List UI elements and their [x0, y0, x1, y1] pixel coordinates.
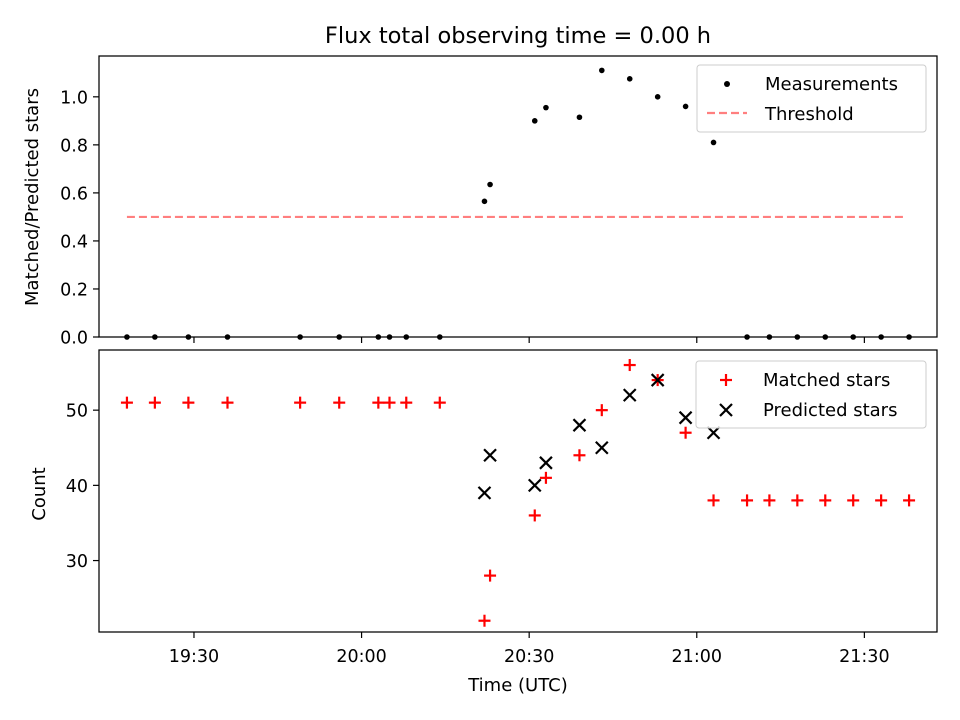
matched-stars-point	[819, 494, 832, 507]
y-tick-label: 0.4	[60, 232, 88, 252]
matched-stars-point	[400, 396, 413, 409]
legend-predicted-glyph-b	[719, 403, 733, 417]
measurements-point	[654, 94, 661, 100]
top-legend-box	[696, 64, 927, 133]
x-tick-label: 19:30	[169, 647, 219, 667]
predicted-stars-point-b	[706, 425, 721, 440]
x-tick-label: 21:30	[839, 647, 889, 667]
predicted-stars-point	[706, 425, 721, 440]
matched-stars-point	[484, 569, 497, 582]
matched-stars-point	[595, 404, 608, 417]
predicted-stars-point	[622, 388, 637, 402]
matched-stars-point	[372, 396, 385, 409]
legend-threshold-label: Threshold	[764, 104, 854, 125]
matched-stars-point	[791, 494, 804, 507]
bottom-y-axis-label: Count	[29, 467, 50, 520]
matched-stars-point	[433, 396, 446, 409]
matched-stars-point	[120, 396, 133, 409]
legend-measurements-marker	[724, 81, 730, 87]
measurements-point	[682, 103, 689, 110]
predicted-stars-point	[483, 448, 497, 463]
bottom-x-axis-label: Time (UTC)	[467, 675, 568, 696]
matched-stars-point	[383, 396, 396, 409]
top-y-axis-label: Matched/Predicted stars	[22, 88, 43, 306]
top-chart-title: Flux total observing time = 0.00 h	[325, 23, 711, 49]
bottom-legend-box	[695, 360, 927, 429]
y-tick-label: 50	[66, 402, 88, 422]
matched-stars-point	[333, 396, 346, 409]
matched-stars-point	[539, 471, 552, 484]
bottom-x-ticks: 19:30 20:00 20:30 21:00 21:30	[169, 632, 890, 667]
bottom-panel: 30 40 50 19:30 20:00 20:30 21:00 21:30 Count T…	[29, 349, 938, 696]
predicted-stars-point-b	[483, 448, 497, 463]
matched-stars-point	[221, 396, 234, 409]
top-y-ticks: 0.0 0.2 0.4 0.6 0.8 1.0	[60, 88, 99, 349]
predicted-stars-point	[539, 456, 553, 470]
predicted-stars-point	[572, 418, 587, 432]
measurements-point	[626, 76, 633, 82]
bottom-series	[120, 359, 916, 627]
bottom-plot-frame	[98, 349, 938, 633]
matched-stars-point	[903, 494, 916, 507]
predicted-stars-point	[650, 373, 665, 387]
x-tick-label: 21:00	[672, 647, 722, 667]
measurements-point	[481, 198, 488, 205]
matched-stars-point	[148, 396, 161, 409]
y-tick-label: 0.6	[60, 184, 88, 204]
measurements-point	[487, 181, 493, 188]
matched-stars-point	[623, 359, 636, 372]
x-tick-label: 20:00	[336, 647, 386, 667]
measurements-point	[710, 139, 717, 146]
predicted-stars-point	[595, 440, 609, 455]
x-tick-label: 20:30	[504, 647, 554, 667]
y-tick-label: 0.0	[60, 329, 88, 349]
predicted-stars-point	[477, 486, 492, 500]
matched-stars-point	[573, 449, 586, 462]
legend-matched-glyph	[720, 374, 732, 386]
predicted-stars-point-b	[527, 478, 542, 493]
matched-stars-point	[847, 494, 860, 507]
matched-stars-point	[763, 494, 776, 507]
bottom-y-ticks: 30 40 50	[66, 402, 99, 572]
matched-stars-point	[875, 494, 888, 507]
y-tick-label: 30	[66, 552, 88, 572]
top-plot-frame	[98, 55, 938, 338]
legend-predicted-marker	[719, 403, 733, 417]
y-tick-label: 40	[66, 477, 88, 497]
y-tick-label: 1.0	[60, 88, 88, 108]
predicted-stars-point	[527, 478, 542, 493]
measurements-point	[531, 118, 538, 124]
predicted-stars-point-b	[622, 388, 637, 402]
y-tick-label: 0.8	[60, 136, 88, 156]
matched-stars-point	[182, 396, 195, 409]
top-legend: Measurements Threshold	[696, 64, 927, 133]
predicted-stars-point	[678, 410, 693, 425]
matched-stars-point	[707, 494, 720, 507]
measurements-point	[576, 114, 583, 121]
predicted-stars-point-b	[650, 373, 665, 387]
top-panel: 0.0 0.2 0.4 0.6 0.8 1.0 Matched/Predicted sta…	[22, 55, 938, 349]
matched-stars-point	[528, 509, 541, 522]
top-x-ticks	[193, 337, 865, 343]
measurements-point	[543, 104, 549, 111]
legend-matched-marker	[720, 374, 732, 386]
bottom-legend: Matched stars Predicted stars	[695, 360, 927, 429]
predicted-stars-point-b	[572, 418, 587, 432]
predicted-stars-point-b	[477, 486, 492, 500]
legend-predicted-glyph	[719, 403, 733, 417]
matched-stars-point	[741, 494, 754, 507]
measurements-point	[599, 67, 605, 74]
predicted-stars-point-b	[678, 410, 693, 425]
legend-measurements-label: Measurements	[765, 74, 898, 95]
matched-stars-point	[679, 426, 692, 439]
y-tick-label: 0.2	[60, 280, 88, 300]
predicted-stars-point-b	[595, 440, 609, 455]
predicted-stars-point-b	[539, 456, 553, 470]
matched-stars-point	[478, 614, 491, 627]
legend-matched-label: Matched stars	[763, 370, 890, 391]
matched-stars-point	[294, 396, 307, 409]
legend-predicted-label: Predicted stars	[763, 400, 897, 421]
